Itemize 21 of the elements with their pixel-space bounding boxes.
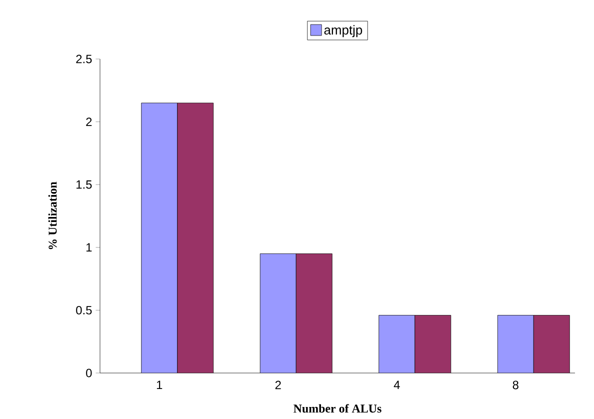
bar: [296, 254, 332, 373]
bar: [378, 315, 415, 373]
y-tick-label: 1: [86, 243, 92, 252]
x-tick-label: 4: [394, 380, 400, 389]
x-tick-label: 2: [275, 380, 281, 390]
y-tick-label: 1.5: [76, 180, 92, 189]
bar: [177, 102, 214, 373]
bar: [497, 315, 534, 373]
y-tick-label: 0: [86, 368, 92, 378]
y-tick-label: 2.5: [76, 54, 92, 64]
x-axis-title: Number of ALUs: [294, 404, 382, 413]
bar: [260, 254, 296, 373]
legend-label: amptjp: [324, 25, 362, 38]
y-tick-label: 2: [86, 118, 92, 126]
x-tick-label: 1: [156, 380, 162, 389]
bar: [141, 102, 178, 373]
y-tick-label: 0.5: [76, 306, 92, 314]
bar: [533, 315, 570, 373]
y-axis-title: % Utilization: [48, 182, 57, 250]
bar: [414, 315, 451, 373]
x-tick-label: 8: [512, 380, 518, 390]
